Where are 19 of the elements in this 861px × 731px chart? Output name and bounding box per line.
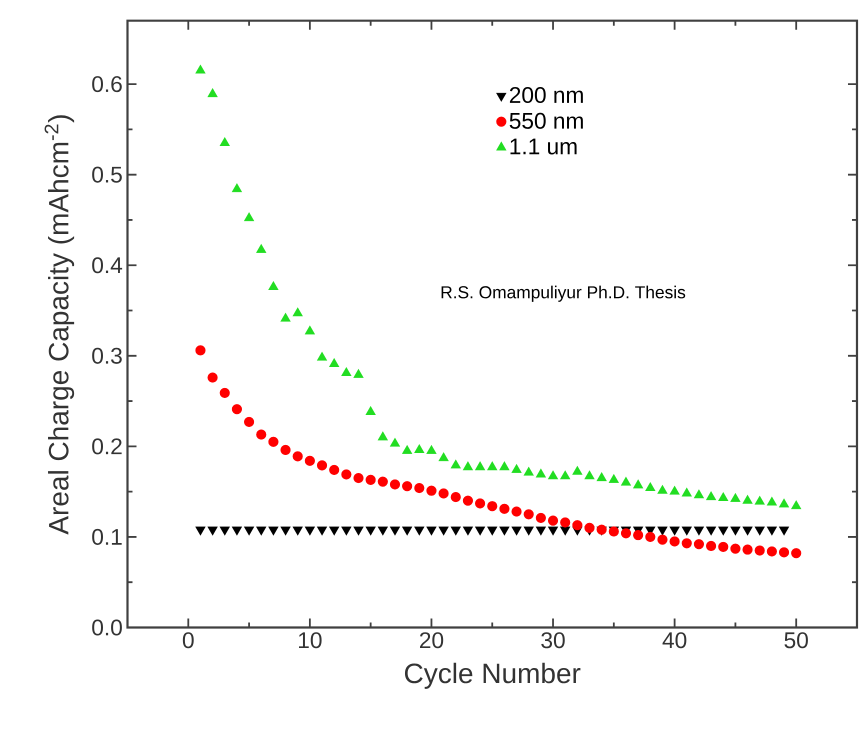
y-tick-label: 0.5 <box>92 166 122 183</box>
legend-label: 200 nm <box>510 86 583 104</box>
x-tick-label: 20 <box>420 632 444 648</box>
y-tick-label: 0.6 <box>92 76 122 92</box>
legend-label: 550 nm <box>510 112 583 129</box>
x-tick-label: 40 <box>662 632 686 648</box>
x-axis-title: Cycle Number <box>404 662 580 689</box>
legend-label: 1.1 um <box>510 138 577 154</box>
x-tick-label: 50 <box>784 632 808 648</box>
x-tick-label: 30 <box>541 632 565 648</box>
y-tick-label: 0.1 <box>92 528 122 545</box>
y-axis-title: Areal Charge Capacity (mAhcm$^{-2}$) <box>44 115 74 535</box>
y-tick-label: 0.4 <box>92 257 122 274</box>
y-tick-label: 0.3 <box>92 348 122 364</box>
y-tick-label: 0.0 <box>92 619 122 636</box>
annotation: R.S. Omampuliyur Ph.D. Thesis <box>442 286 686 302</box>
x-tick-label: 0 <box>182 632 194 648</box>
y-tick-label: 0.2 <box>92 438 122 454</box>
x-tick-label: 10 <box>299 632 322 648</box>
